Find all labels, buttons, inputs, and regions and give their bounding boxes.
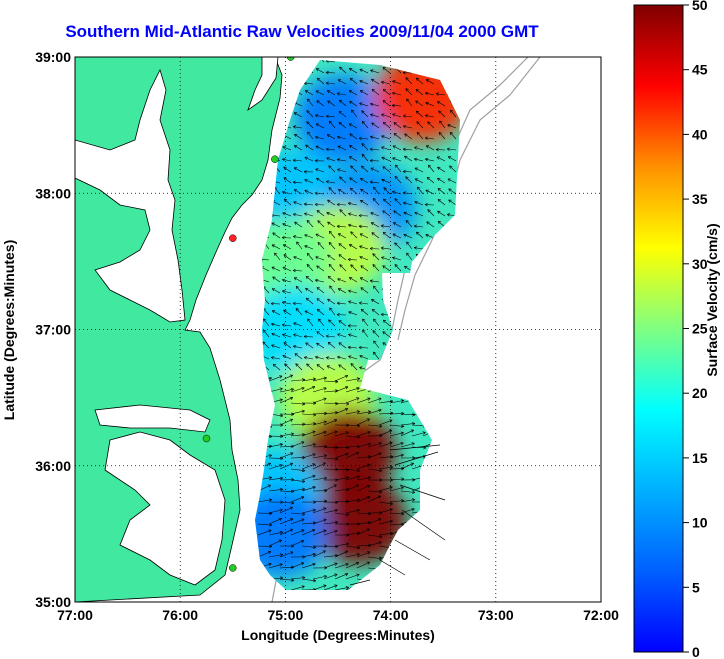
albemarle-sound: [94, 404, 211, 433]
colorbar-tick-label: 30: [692, 256, 708, 272]
pamlico-sound: [104, 431, 226, 586]
velocity-arrow: [401, 509, 446, 541]
velocity-arrow: [379, 559, 406, 576]
y-tick-label: 37:00: [35, 322, 71, 338]
x-tick-label: 76:00: [162, 607, 198, 623]
x-tick-label: 75:00: [267, 607, 303, 623]
map-grid: [75, 57, 601, 602]
delaware-bay: [247, 57, 279, 112]
colorbar-tick-label: 15: [692, 450, 708, 466]
y-axis-label: Latitude (Degrees:Minutes): [1, 240, 17, 420]
colorbar-tick-label: 0: [692, 644, 700, 659]
colorbar-tick-label: 40: [692, 126, 708, 142]
y-tick-label: 38:00: [35, 185, 71, 201]
colorbar-tick-label: 45: [692, 62, 708, 78]
radar-station-marker: [229, 234, 237, 242]
y-tick-label: 35:00: [35, 594, 71, 610]
velocity-region: [311, 476, 408, 565]
velocity-arrow: [399, 484, 446, 501]
radar-station-marker: [202, 434, 211, 443]
velocity-region: [295, 74, 392, 163]
colorbar-tick-label: 25: [692, 321, 708, 337]
radar-station-marker: [229, 564, 237, 572]
velocity-arrow: [394, 539, 431, 561]
velocity-arrow: [389, 444, 441, 451]
colorbar: [633, 4, 684, 653]
x-tick-label: 77:00: [57, 607, 93, 623]
colorbar-tick-label: 35: [692, 191, 708, 207]
x-tick-label: 72:00: [583, 607, 619, 623]
colorbar-tick-label: 50: [692, 0, 708, 13]
velocity-region: [300, 408, 397, 497]
radar-station-marker: [271, 155, 279, 163]
colorbar-tick-label: 20: [692, 385, 708, 401]
x-tick-label: 73:00: [478, 607, 514, 623]
velocity-arrow: [349, 579, 371, 586]
y-tick-label: 39:00: [35, 49, 71, 65]
x-axis-label: Longitude (Degrees:Minutes): [241, 627, 435, 643]
map-title: Southern Mid-Atlantic Raw Velocities 200…: [65, 22, 539, 41]
plot-frame: [74, 56, 602, 603]
x-tick-label: 74:00: [373, 607, 409, 623]
radar-station-marker: [286, 57, 295, 61]
colorbar-tick-label: 10: [692, 515, 708, 531]
colorbar-label: Surface Velocity (cm/s): [704, 223, 720, 376]
chesapeake-bay: [75, 68, 186, 323]
colorbar-tick-label: 5: [692, 579, 700, 595]
velocity-arrow: [394, 451, 439, 466]
y-tick-label: 36:00: [35, 458, 71, 474]
